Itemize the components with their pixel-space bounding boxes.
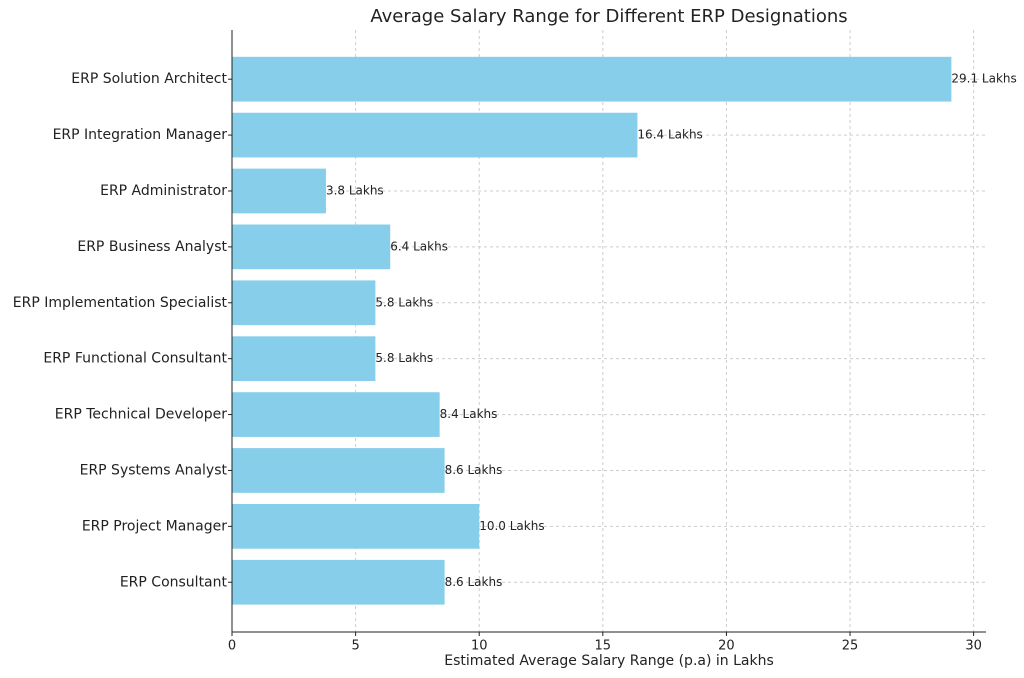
x-tick-label: 15 xyxy=(595,639,612,654)
value-label: 29.1 Lakhs xyxy=(951,72,1016,86)
y-tick-label: ERP Systems Analyst xyxy=(80,462,228,478)
x-tick-label: 30 xyxy=(965,639,982,654)
value-label: 8.6 Lakhs xyxy=(445,575,503,589)
bar xyxy=(232,392,440,437)
bar xyxy=(232,112,638,158)
bar xyxy=(232,280,376,326)
y-tick-label: ERP Business Analyst xyxy=(77,239,227,255)
x-tick-label: 25 xyxy=(842,639,859,654)
value-label: 5.8 Lakhs xyxy=(375,351,433,365)
bar xyxy=(232,168,326,214)
x-tick-label: 10 xyxy=(471,639,488,654)
y-tick-label: ERP Consultant xyxy=(120,574,228,590)
value-label: 16.4 Lakhs xyxy=(637,128,702,142)
value-label: 6.4 Lakhs xyxy=(390,239,448,253)
bar xyxy=(232,336,376,382)
bar xyxy=(232,503,480,549)
y-tick-label: ERP Functional Consultant xyxy=(43,351,227,367)
x-tick-label: 20 xyxy=(718,639,735,654)
bar xyxy=(232,224,391,270)
y-tick-label: ERP Project Manager xyxy=(82,518,227,534)
bar xyxy=(232,56,952,102)
bar xyxy=(232,448,445,493)
x-tick-label: 5 xyxy=(351,639,359,654)
value-label: 8.6 Lakhs xyxy=(445,463,503,477)
chart-title: Average Salary Range for Different ERP D… xyxy=(370,6,847,27)
y-tick-label: ERP Technical Developer xyxy=(55,407,227,423)
y-tick-label: ERP Administrator xyxy=(100,183,227,199)
y-tick-label: ERP Implementation Specialist xyxy=(13,295,228,311)
bar xyxy=(232,559,445,605)
y-tick-label: ERP Solution Architect xyxy=(71,71,227,87)
value-label: 10.0 Lakhs xyxy=(479,519,544,533)
value-label: 3.8 Lakhs xyxy=(326,183,384,197)
value-label: 5.8 Lakhs xyxy=(375,295,433,309)
y-tick-label: ERP Integration Manager xyxy=(53,127,228,143)
x-axis-label: Estimated Average Salary Range (p.a) in … xyxy=(444,653,774,669)
x-tick-label: 0 xyxy=(228,639,236,654)
value-label: 8.4 Lakhs xyxy=(440,407,498,421)
